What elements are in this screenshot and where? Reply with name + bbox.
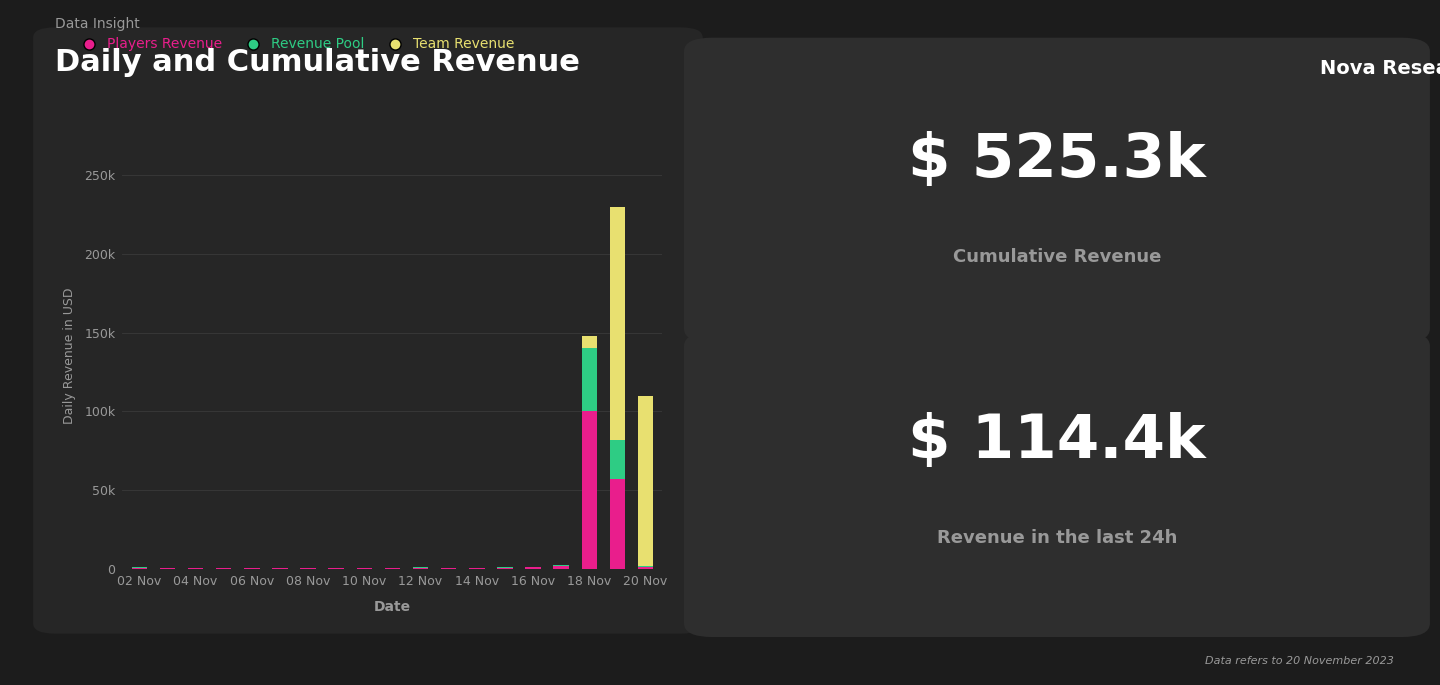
Bar xyxy=(638,566,654,569)
Polygon shape xyxy=(1267,40,1309,94)
Bar xyxy=(413,568,428,569)
Legend: Players Revenue, Revenue Pool, Team Revenue: Players Revenue, Revenue Pool, Team Reve… xyxy=(71,32,520,57)
Bar xyxy=(553,565,569,566)
Y-axis label: Daily Revenue in USD: Daily Revenue in USD xyxy=(63,288,76,425)
Bar xyxy=(638,396,654,566)
Bar xyxy=(497,568,513,569)
Bar xyxy=(526,567,541,569)
Text: $ 525.3k: $ 525.3k xyxy=(909,132,1205,190)
Text: Data Insight: Data Insight xyxy=(55,17,140,31)
Text: $ 114.4k: $ 114.4k xyxy=(909,412,1205,471)
Bar xyxy=(131,568,147,569)
Bar xyxy=(609,207,625,440)
Bar xyxy=(609,440,625,479)
Text: Nova Research: Nova Research xyxy=(1320,59,1440,78)
Text: Data refers to 20 November 2023: Data refers to 20 November 2023 xyxy=(1205,656,1394,666)
Bar xyxy=(609,479,625,569)
Bar xyxy=(582,349,598,411)
Bar xyxy=(582,411,598,569)
Bar xyxy=(553,566,569,569)
X-axis label: Date: Date xyxy=(374,599,410,614)
Text: Daily and Cumulative Revenue: Daily and Cumulative Revenue xyxy=(55,48,579,77)
Text: Revenue in the last 24h: Revenue in the last 24h xyxy=(937,529,1176,547)
Bar xyxy=(582,336,598,349)
Text: Cumulative Revenue: Cumulative Revenue xyxy=(953,248,1161,266)
